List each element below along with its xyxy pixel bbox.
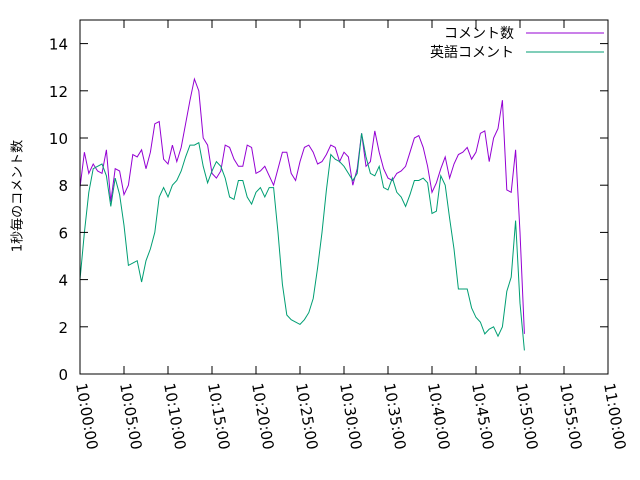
y-tick-label: 12 [49,83,68,101]
x-tick-label: 11:00:00 [600,382,629,451]
x-tick-label: 10:50:00 [512,382,541,451]
legend-label-2: 英語コメント [430,44,514,61]
x-tick-label: 10:10:00 [160,382,189,451]
y-tick-label: 0 [58,366,68,384]
x-tick-label: 10:25:00 [292,382,321,451]
x-tick-label: 10:05:00 [116,382,145,451]
y-tick-label: 6 [58,224,68,242]
x-tick-label: 10:00:00 [72,382,101,451]
series-line-1 [79,77,525,334]
legend-label-1: コメント数 [444,26,514,42]
axes-layer: 0 2 4 6 8 10 12 14 10:00:00 10:05:00 10:10:00 10:15… [49,19,629,451]
x-tick-label: 10:40:00 [424,382,453,451]
x-tick-label: 10:45:00 [468,382,497,451]
x-tick-label: 10:20:00 [248,382,277,451]
y-tick-label: 2 [58,319,68,337]
x-tick-label: 10:30:00 [336,382,365,451]
x-tick-label: 10:15:00 [204,382,233,451]
x-tick-label: 10:55:00 [556,382,585,451]
y-tick-label: 14 [49,36,68,54]
y-axis-label: 1秒毎のコメント数 [10,139,26,253]
y-tick-label: 4 [58,272,68,290]
series-layer [79,77,525,351]
x-tick-label: 10:35:00 [380,382,409,451]
y-tick-label: 8 [58,177,68,195]
series-line-2 [79,133,525,351]
y-tick-label: 10 [49,130,68,148]
